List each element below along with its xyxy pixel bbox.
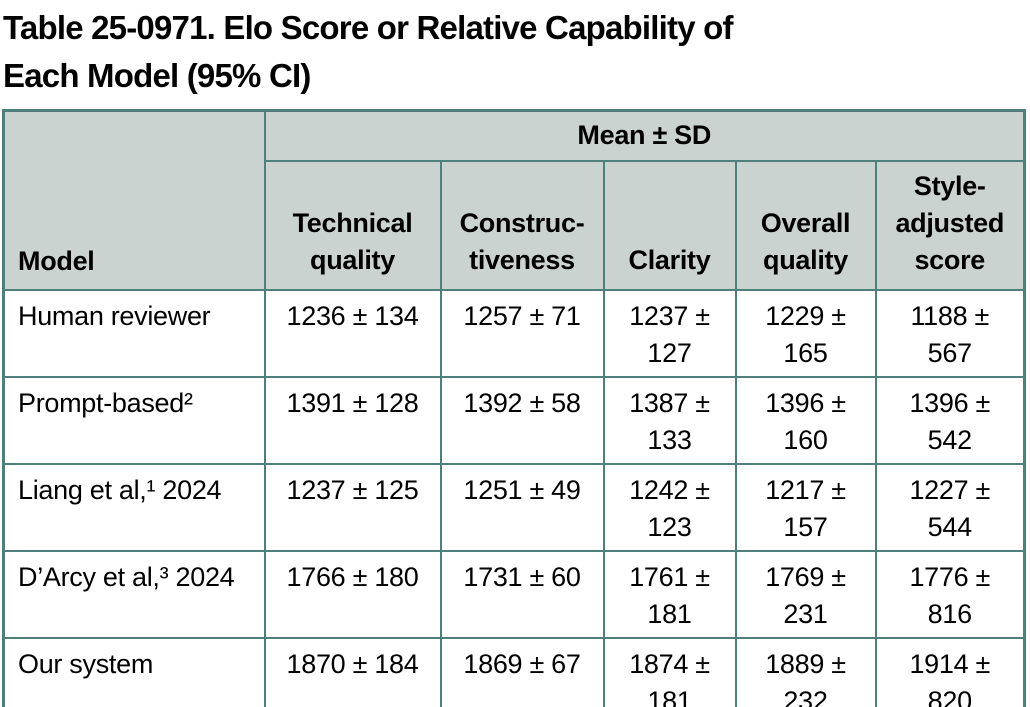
header-row-columns: Technical quality Construc-tiveness Clar… [4,159,1026,291]
value-cell: 1236 ± 134 [263,288,442,378]
value-cell: 1188 ± 567 [874,288,1026,378]
span-header-mean-sd: Mean ± SD [263,109,1026,162]
value-cell: 1870 ± 184 [263,636,442,707]
table-row-prompt-based: Prompt-based² 1391 ± 128 1392 ± 58 1387 … [2,375,1026,465]
table-row-darcy-et-al: D’Arcy et al,³ 2024 1766 ± 180 1731 ± 60… [2,549,1026,639]
column-header-technical-quality: Technical quality [263,159,442,291]
value-cell: 1914 ± 820 [874,636,1026,707]
value-cell: 1392 ± 58 [439,375,605,465]
value-cell: 1874 ± 181 [602,636,737,707]
page-title: Table 25-0971. Elo Score or Relative Cap… [0,0,1030,100]
value-cell: 1227 ± 544 [874,462,1026,552]
value-cell: 1237 ± 125 [263,462,442,552]
table-container: Model Mean ± SD Technical quality Constr… [2,109,1030,707]
value-cell: 1391 ± 128 [263,375,442,465]
column-header-style-adjusted-score: Style-adjusted score [874,159,1026,291]
model-cell: Human reviewer [2,288,266,378]
value-cell: 1387 ± 133 [602,375,737,465]
value-cell: 1731 ± 60 [439,549,605,639]
column-header-constructiveness: Construc-tiveness [439,159,605,291]
column-header-clarity: Clarity [602,159,737,291]
value-cell: 1769 ± 231 [734,549,877,639]
value-cell: 1251 ± 49 [439,462,605,552]
value-cell: 1396 ± 542 [874,375,1026,465]
value-cell: 1869 ± 67 [439,636,605,707]
corner-header-model: Model [2,109,266,291]
value-cell: 1766 ± 180 [263,549,442,639]
header-row-span: Model Mean ± SD [2,109,1026,291]
value-cell: 1889 ± 232 [734,636,877,707]
value-cell: 1242 ± 123 [602,462,737,552]
model-cell: Our system [2,636,266,707]
table-row-our-system: Our system 1870 ± 184 1869 ± 67 1874 ± 1… [2,636,1026,707]
model-cell: Liang et al,¹ 2024 [2,462,266,552]
value-cell: 1217 ± 157 [734,462,877,552]
value-cell: 1761 ± 181 [602,549,737,639]
page-title-line-2: Each Model (95% CI) [3,57,311,94]
column-header-overall-quality: Overall quality [734,159,877,291]
value-cell: 1237 ± 127 [602,288,737,378]
elo-score-table: Model Mean ± SD Technical quality Constr… [2,109,1027,707]
value-cell: 1257 ± 71 [439,288,605,378]
value-cell: 1229 ± 165 [734,288,877,378]
value-cell: 1776 ± 816 [874,549,1026,639]
page-title-line-1: Table 25-0971. Elo Score or Relative Cap… [3,9,733,46]
table-row-human-reviewer: Human reviewer 1236 ± 134 1257 ± 71 1237… [2,288,1026,378]
table-row-liang-et-al: Liang et al,¹ 2024 1237 ± 125 1251 ± 49 … [2,462,1026,552]
value-cell: 1396 ± 160 [734,375,877,465]
model-cell: Prompt-based² [2,375,266,465]
model-cell: D’Arcy et al,³ 2024 [2,549,266,639]
